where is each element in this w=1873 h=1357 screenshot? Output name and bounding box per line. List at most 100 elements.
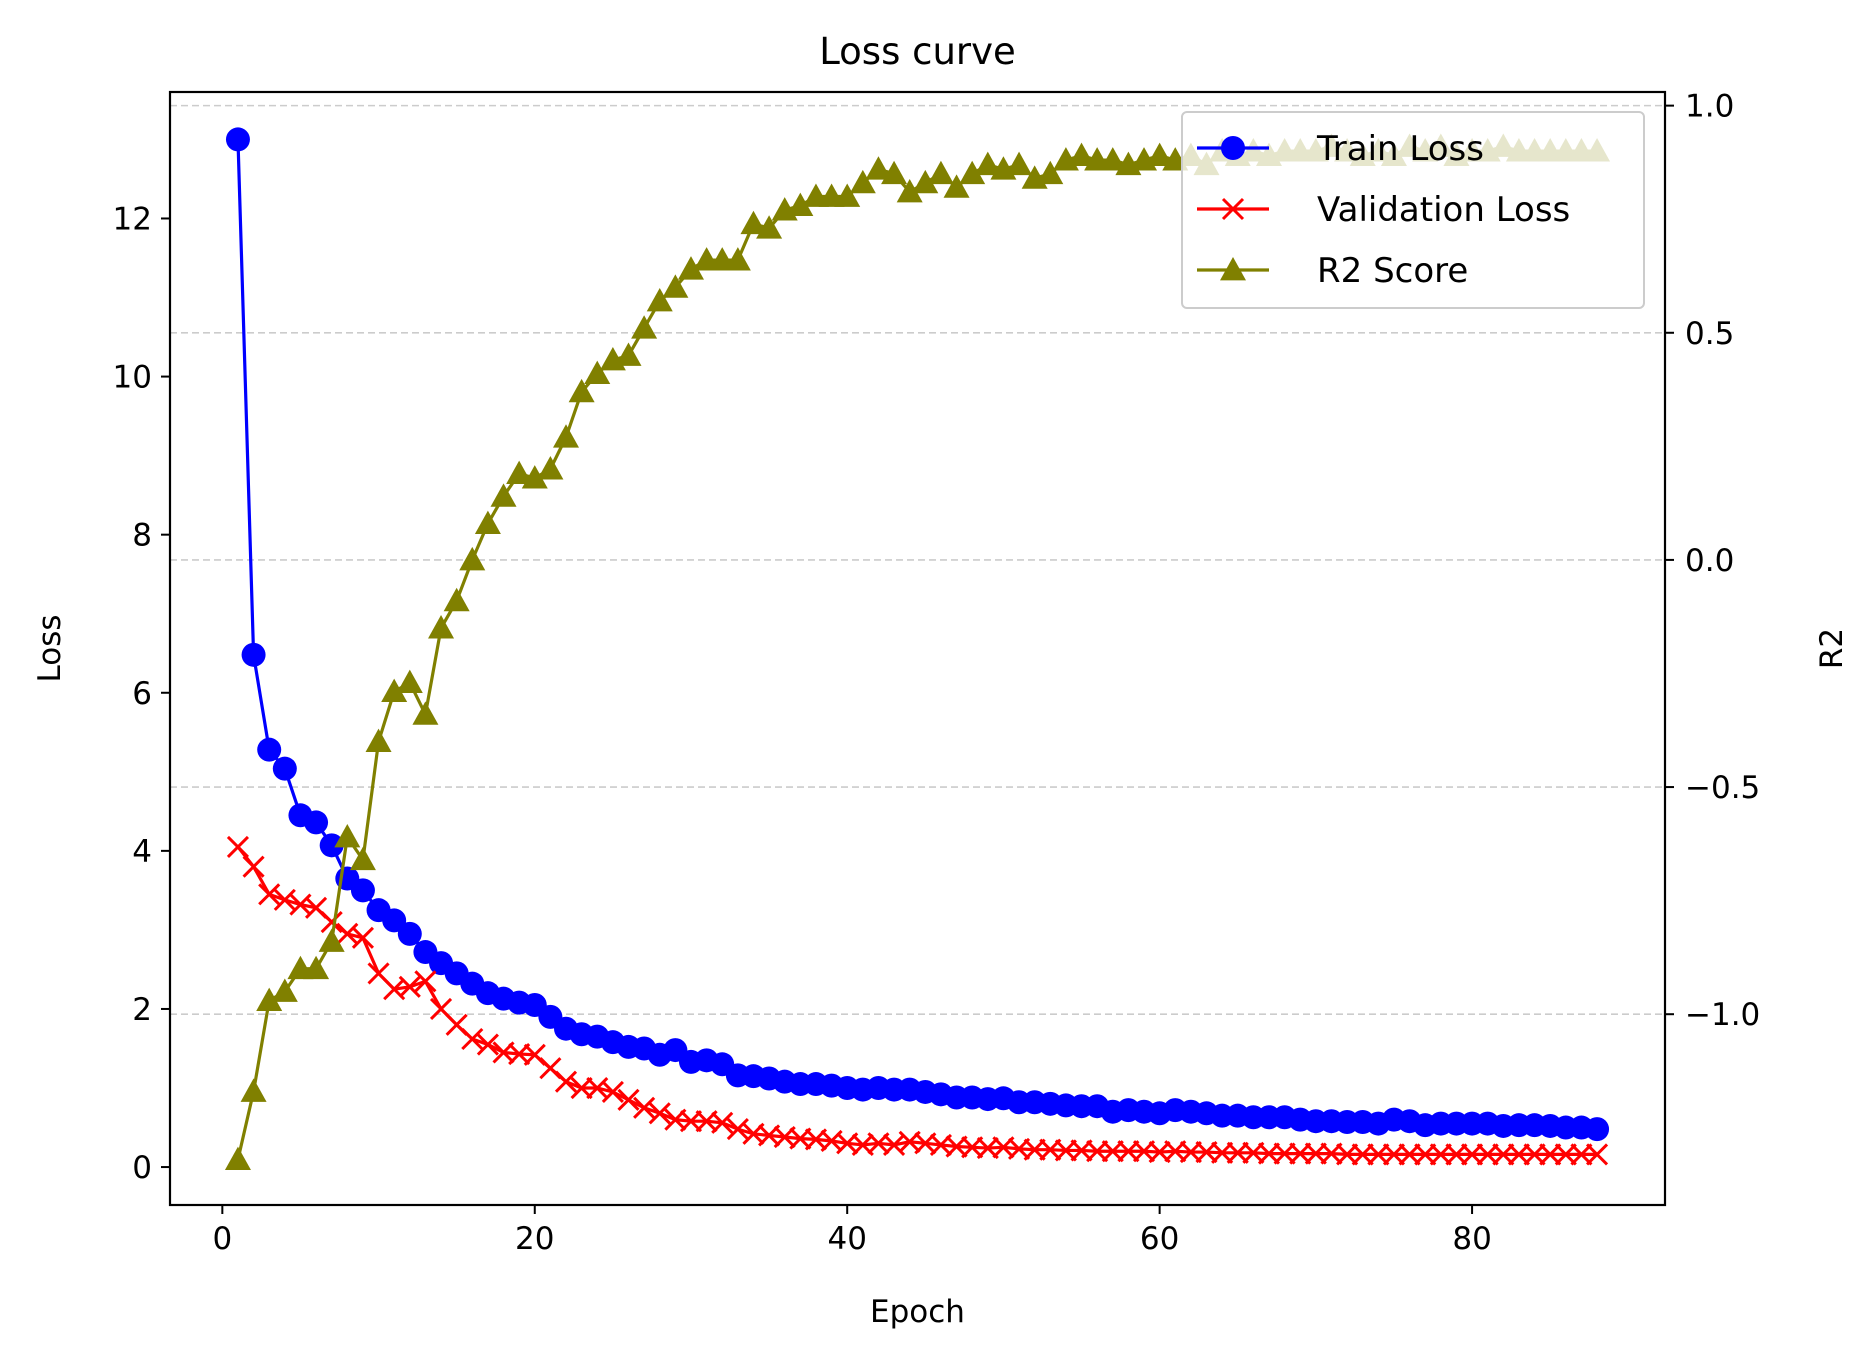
data-point: [334, 824, 361, 848]
axes: 0 20 40 60 80 0 2 4 6 8 10 12 −1.0 −0.5 0.0 0.5 1.0: [113, 89, 1761, 1257]
data-point: [1086, 1140, 1109, 1163]
data-point: [273, 888, 296, 911]
data-point: [1492, 1143, 1515, 1166]
data-point: [1367, 1143, 1390, 1166]
data-point: [1068, 142, 1095, 166]
x-tick-label: 0: [212, 1221, 232, 1257]
data-point: [1146, 142, 1173, 166]
data-point: [740, 210, 767, 235]
data-point: [1099, 147, 1126, 171]
data-point: [319, 833, 344, 858]
chart-title: Loss curve: [819, 30, 1016, 73]
legend-item: Train Loss: [1197, 129, 1484, 169]
y-tick-label: 12: [113, 201, 152, 237]
x-tick-label: 20: [515, 1221, 554, 1257]
data-point: [242, 855, 265, 878]
data-point: [1570, 1143, 1593, 1166]
data-point: [1037, 160, 1064, 185]
data-point: [1179, 1140, 1202, 1164]
legend-box: [1181, 111, 1645, 309]
data-point: [490, 483, 517, 507]
data-point: [521, 465, 548, 489]
data-point: [349, 846, 376, 871]
data-point: [1585, 1143, 1609, 1166]
data-point: [865, 156, 892, 180]
y2-tick-label: 0.5: [1685, 316, 1734, 352]
data-point: [1273, 1142, 1296, 1165]
data-point: [711, 1111, 734, 1134]
legend-marker: [1220, 257, 1246, 281]
data-point: [584, 360, 611, 385]
data-point: [1461, 1143, 1484, 1166]
data-point: [881, 160, 908, 185]
data-point: [633, 1096, 656, 1119]
data-point: [570, 1076, 593, 1100]
x-tick-label: 80: [1452, 1221, 1491, 1257]
data-point: [506, 460, 533, 484]
data-point: [396, 669, 423, 693]
data-point: [397, 921, 422, 946]
data-point: [896, 178, 923, 203]
data-point: [398, 975, 421, 998]
legend-marker: [1221, 197, 1245, 221]
data-point: [381, 678, 408, 703]
data-point: [849, 169, 876, 194]
data-point: [617, 1088, 640, 1111]
legend-label: Train Loss: [1316, 129, 1484, 169]
data-point: [257, 737, 282, 762]
data-point: [537, 456, 564, 480]
data-point: [474, 510, 501, 534]
data-point: [959, 160, 986, 185]
data-point: [241, 642, 266, 667]
data-point: [258, 883, 281, 906]
data-point: [320, 910, 343, 934]
data-point: [225, 127, 250, 152]
data-point: [318, 928, 345, 952]
data-point: [927, 160, 954, 185]
y-tick-label: 10: [113, 360, 152, 396]
data-point: [226, 835, 250, 858]
data-point: [1445, 1143, 1468, 1166]
data-point: [912, 169, 939, 194]
data-point: [601, 1080, 624, 1104]
data-point: [726, 1118, 749, 1141]
data-point: [461, 1027, 484, 1051]
data-point: [1257, 1142, 1281, 1165]
data-point: [240, 1078, 267, 1102]
legend-item: Validation Loss: [1197, 190, 1570, 230]
data-point: [224, 1146, 251, 1170]
legend-marker: [1221, 136, 1245, 160]
data-point: [677, 256, 704, 280]
y-tick-label: 8: [132, 518, 152, 554]
data-point: [724, 247, 751, 271]
data-point: [304, 810, 329, 835]
data-point: [943, 174, 970, 198]
data-point: [523, 1043, 546, 1066]
data-point: [1211, 1141, 1234, 1164]
data-point: [271, 978, 298, 1002]
y-tick-label: 2: [132, 992, 152, 1028]
data-point: [351, 926, 374, 949]
data-point: [648, 1102, 671, 1125]
data-point: [554, 1070, 578, 1093]
y2-tick-label: −0.5: [1685, 770, 1760, 806]
data-point: [1507, 1143, 1530, 1166]
y2-tick-label: 0.0: [1685, 543, 1734, 579]
data-point: [1429, 1143, 1452, 1166]
data-point: [459, 546, 486, 571]
data-point: [414, 970, 437, 993]
data-point: [834, 183, 861, 207]
data-point: [1304, 1142, 1327, 1165]
data-point: [1523, 1143, 1546, 1166]
data-point: [412, 701, 439, 725]
data-point: [756, 215, 783, 239]
data-point: [662, 274, 689, 298]
y-tick-label: 0: [132, 1150, 152, 1186]
data-point: [615, 342, 642, 366]
data-point: [256, 987, 283, 1011]
data-point: [1554, 1143, 1577, 1166]
data-point: [1585, 1117, 1610, 1142]
data-point: [443, 587, 470, 612]
data-point: [1117, 1140, 1140, 1163]
